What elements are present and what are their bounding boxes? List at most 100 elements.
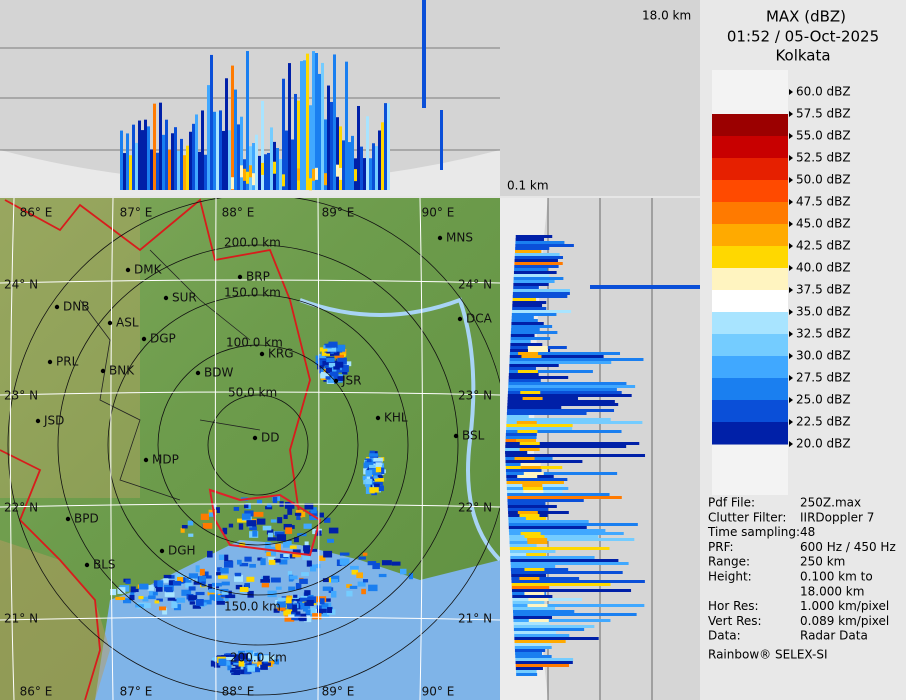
- echo-cell: [252, 530, 258, 537]
- echo-cell: [368, 468, 379, 475]
- echo-cell: [282, 540, 292, 548]
- profile-strip: [192, 123, 195, 190]
- profile-strip: [514, 265, 559, 268]
- echo-cell: [270, 548, 277, 556]
- legend-swatch: [712, 400, 788, 423]
- echo-cell: [328, 577, 334, 583]
- city-label: JSD: [43, 414, 64, 428]
- city-dot: [375, 415, 381, 421]
- echo-cell: [351, 569, 359, 575]
- echo-cell: [327, 347, 337, 352]
- echo-cell: [110, 588, 117, 596]
- profile-strip: [512, 304, 543, 307]
- echo-cell: [288, 586, 296, 591]
- echo-cell: [312, 613, 322, 620]
- profile-core: [524, 592, 545, 595]
- city-dot: [259, 351, 265, 357]
- echo-cell: [228, 661, 234, 665]
- legend-label: 57.5 dBZ: [796, 107, 851, 121]
- echo-cell: [369, 464, 378, 469]
- profile-strip: [515, 235, 553, 238]
- city-dot: [143, 457, 149, 463]
- echo-cell: [309, 564, 319, 568]
- echo-cell: [188, 573, 198, 579]
- profile-strip: [342, 140, 345, 190]
- profile-strip: [138, 120, 141, 190]
- profile-strip: [312, 51, 315, 191]
- echo-cell: [289, 575, 298, 580]
- profile-core: [261, 162, 264, 175]
- profile-core: [522, 424, 543, 427]
- echo-cell: [321, 603, 329, 610]
- profile-strip: [219, 110, 222, 190]
- city-label: DD: [261, 431, 279, 445]
- echo-cell: [167, 597, 176, 601]
- echoes: [110, 341, 414, 676]
- profile-strip: [303, 60, 306, 190]
- profile-strip: [375, 146, 378, 190]
- legend-label: 40.0 dBZ: [796, 261, 851, 275]
- info-value: 0.100 km to: [800, 570, 873, 584]
- profile-strip: [511, 571, 623, 574]
- echo-cell: [241, 513, 251, 520]
- echo-cell: [253, 511, 264, 517]
- echo-cell: [327, 607, 333, 613]
- profile-core: [516, 421, 537, 424]
- echo-cell: [142, 596, 149, 602]
- echo-cell: [220, 594, 226, 598]
- echo-cell: [244, 556, 252, 562]
- echo-cell: [256, 499, 263, 504]
- profile-core: [519, 442, 540, 445]
- echo-cell: [296, 513, 301, 520]
- profile-strip: [590, 285, 700, 289]
- lon-label: 89° E: [322, 685, 355, 699]
- city-label: KRG: [268, 347, 294, 361]
- datetime: 01:52 / 05-Oct-2025: [727, 28, 879, 46]
- echo-cell: [211, 503, 217, 509]
- echo-cell: [211, 582, 222, 587]
- echo-cell: [273, 608, 280, 613]
- profile-core: [282, 174, 285, 187]
- echo-cell: [215, 595, 221, 602]
- legend-swatch: [712, 378, 788, 401]
- profile-strip: [515, 241, 565, 244]
- profile-strip: [288, 63, 291, 190]
- lon-label: 86° E: [20, 685, 53, 699]
- echo-cell: [268, 559, 276, 565]
- echo-cell: [221, 591, 229, 595]
- legend-label: 20.0 dBZ: [796, 437, 851, 451]
- echo-cell: [303, 523, 312, 529]
- profile-strip: [512, 604, 645, 607]
- profile-strip: [198, 151, 201, 190]
- echo-cell: [130, 591, 135, 596]
- profile-strip: [515, 247, 550, 250]
- echo-cell: [177, 576, 184, 583]
- echo-cell: [310, 566, 317, 572]
- echo-cell: [283, 514, 288, 520]
- profile-strip: [510, 550, 556, 553]
- legend-swatch: [712, 290, 788, 313]
- echo-cell: [319, 347, 330, 352]
- echo-cell: [315, 355, 320, 360]
- profile-strip: [513, 628, 585, 631]
- echo-cell: [244, 583, 250, 589]
- info-label: Range:: [708, 555, 750, 569]
- profile-strip: [505, 442, 640, 445]
- profile-strip: [512, 310, 572, 313]
- legend-label: 37.5 dBZ: [796, 283, 851, 297]
- profile-core: [522, 397, 543, 400]
- echo-cell: [130, 588, 139, 593]
- lon-label: 86° E: [20, 206, 53, 220]
- echo-cell: [339, 348, 347, 356]
- profile-strip: [345, 61, 348, 190]
- profile-strip: [261, 100, 264, 190]
- echo-cell: [331, 575, 340, 583]
- legend-swatch: [712, 158, 788, 181]
- parallel: [0, 279, 500, 284]
- profile-strip: [515, 244, 574, 247]
- profile-strip: [141, 130, 144, 190]
- profile-strip: [509, 535, 599, 538]
- echo-cell: [268, 556, 276, 563]
- echo-cell: [408, 572, 414, 580]
- echo-cell: [333, 351, 340, 356]
